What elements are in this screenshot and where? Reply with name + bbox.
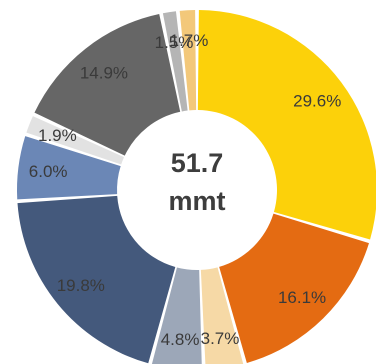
- slice-label-7: 1.9%: [38, 126, 77, 145]
- donut-slice-6: [17, 136, 121, 200]
- donut-slices: [17, 10, 376, 364]
- slice-label-5: 19.8%: [57, 276, 105, 295]
- slice-labels: 29.6% 16.1% 3.7%4.8% 19.8% 6.0% 1.9% 14.9% 1.5%…: [29, 31, 342, 349]
- slice-label-10: 1.7%: [170, 31, 209, 50]
- donut-slice-3: [200, 267, 244, 364]
- donut-slice-4: [151, 267, 202, 364]
- donut-slice-1: [197, 10, 376, 240]
- slice-label-1: 29.6%: [293, 91, 341, 110]
- center-unit: mmt: [168, 186, 225, 216]
- slice-label-2: 16.1%: [278, 288, 326, 307]
- center-value: 51.7: [171, 148, 224, 178]
- donut-slice-10: [179, 10, 197, 111]
- slice-label-8: 14.9%: [80, 63, 128, 82]
- donut-slice-5: [17, 195, 176, 364]
- donut-slice-2: [219, 213, 369, 363]
- slice-label-3: 3.7%: [201, 329, 240, 348]
- slice-label-9: 1.5%: [155, 33, 194, 52]
- donut-slice-9: [162, 11, 188, 112]
- slice-label-6: 6.0%: [29, 162, 68, 181]
- slice-label-4: 4.8%: [161, 330, 200, 349]
- donut-slice-8: [34, 14, 181, 156]
- donut-slice-7: [26, 116, 125, 165]
